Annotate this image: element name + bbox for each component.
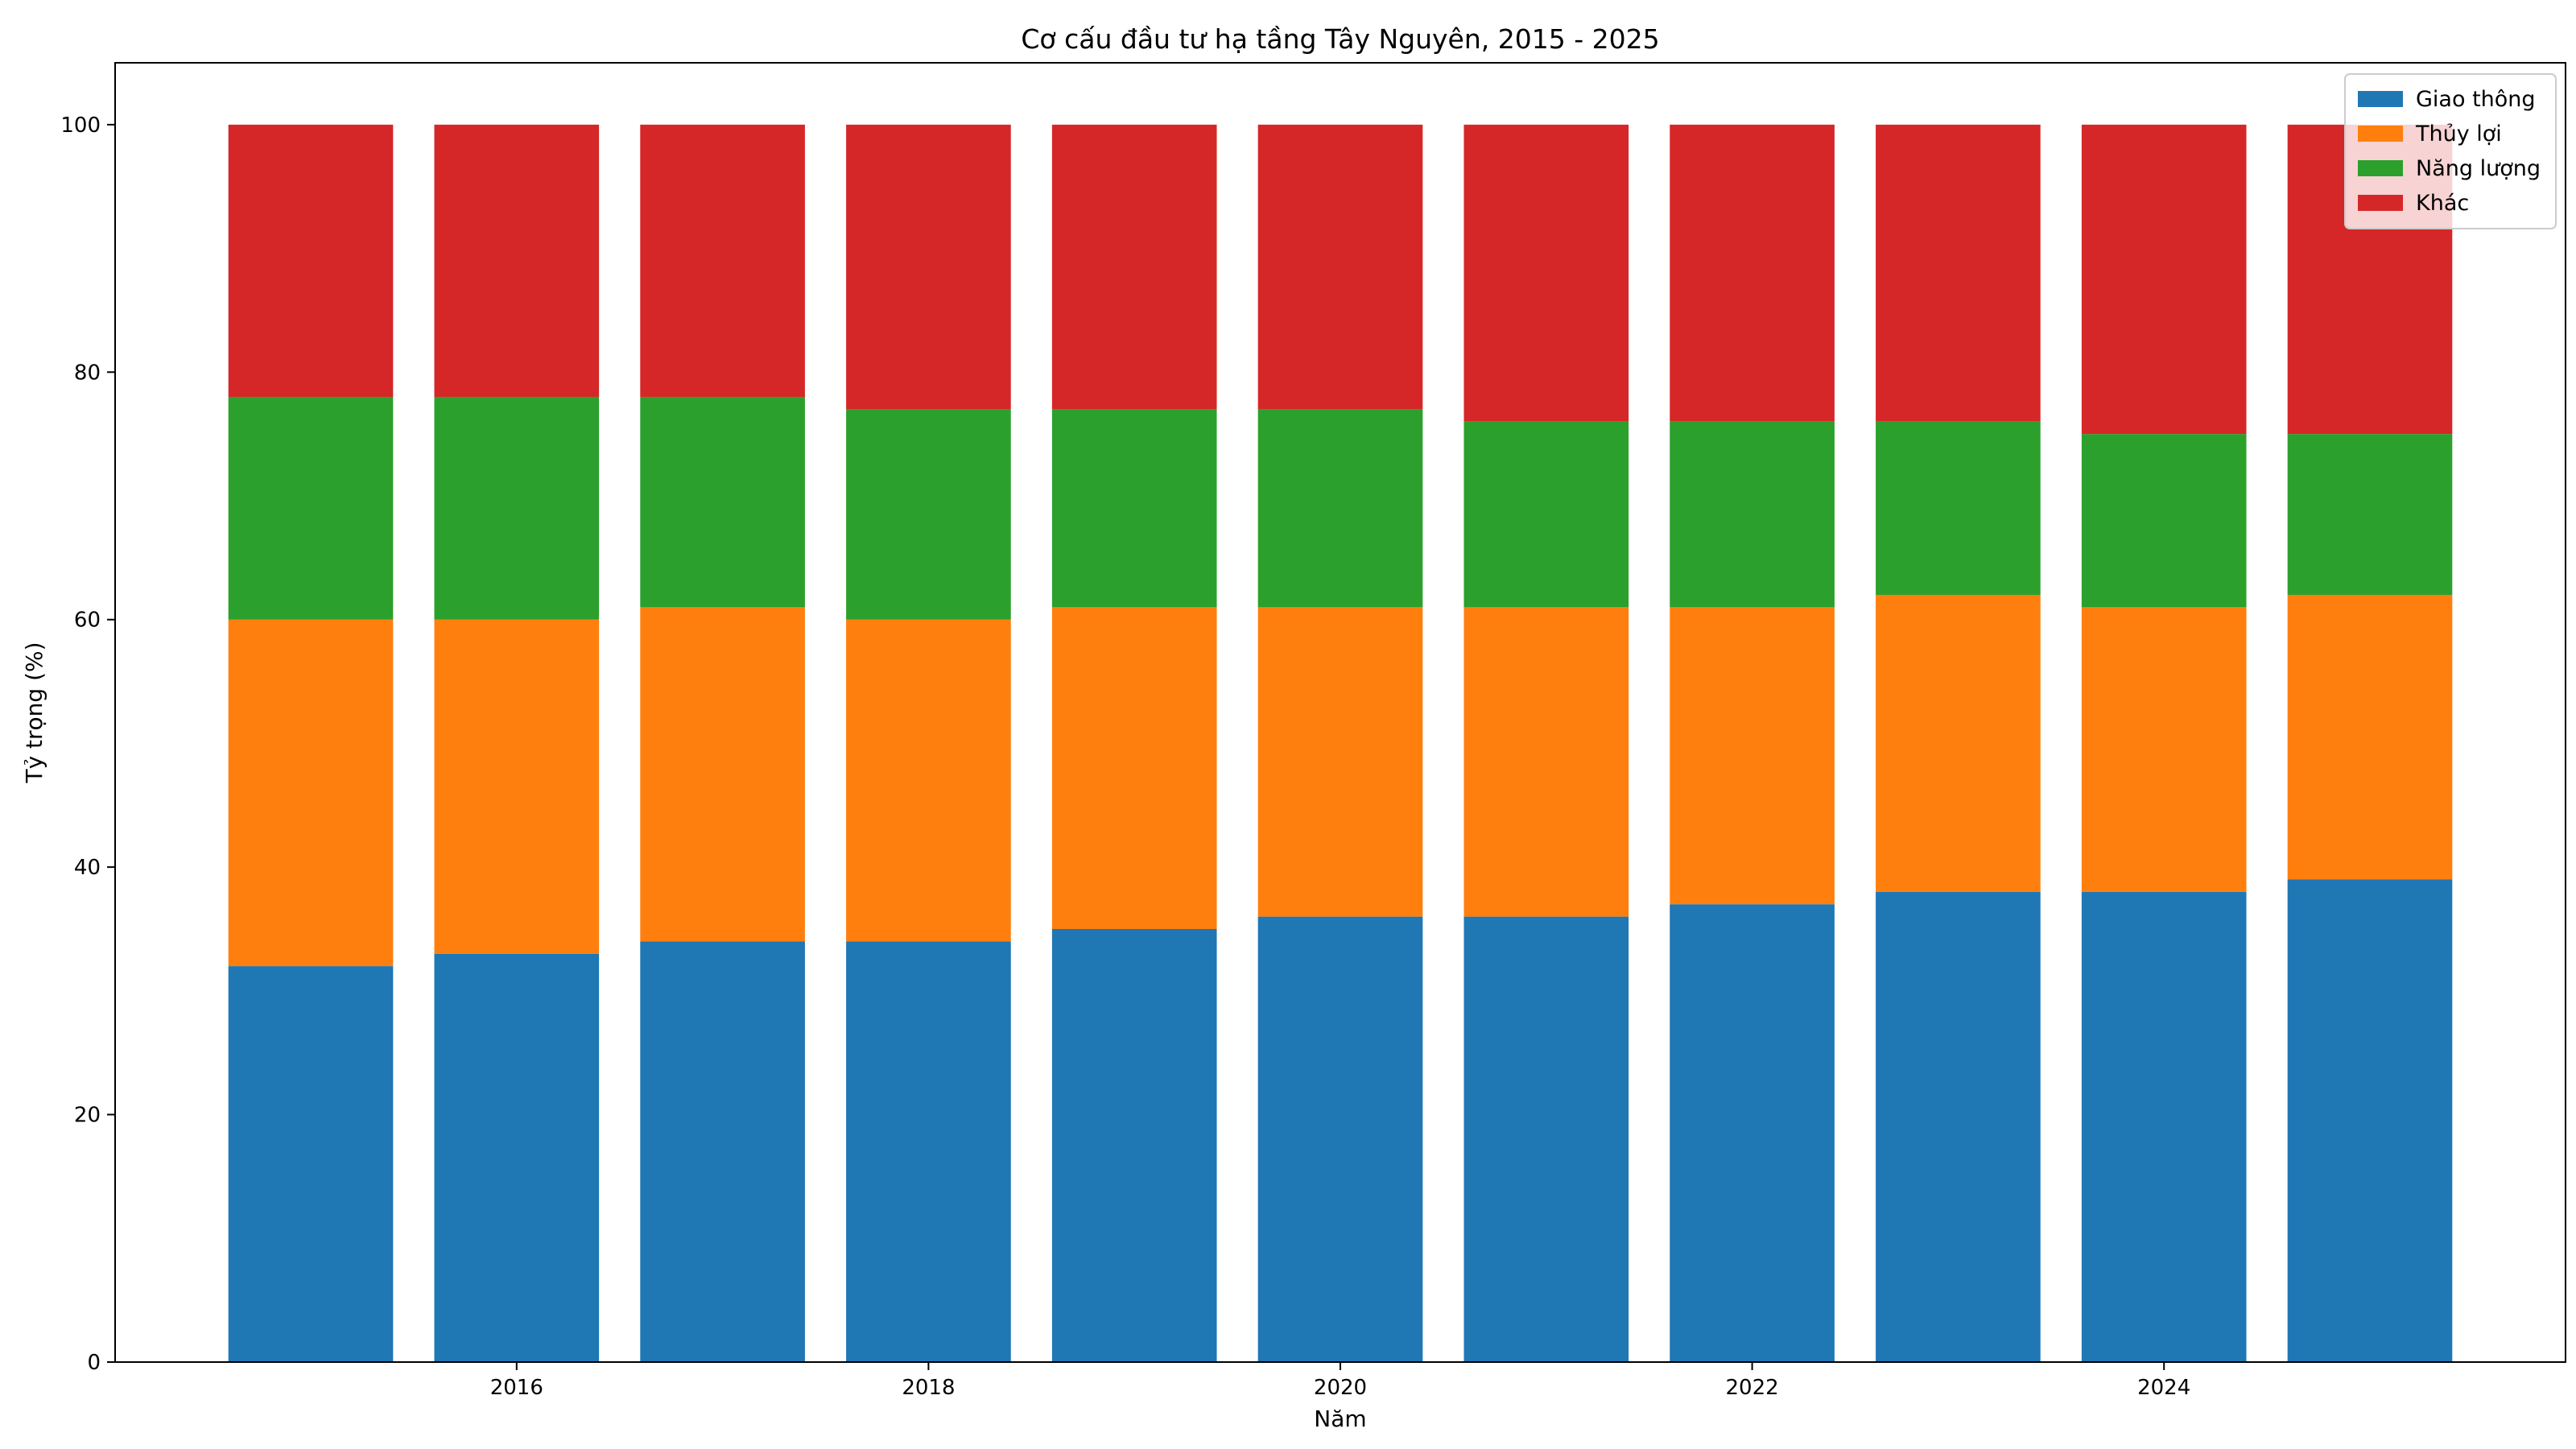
bar-2024-series-3 (2081, 124, 2247, 435)
y-tick-label: 80 (74, 361, 101, 385)
legend-label: Thủy lợi (2415, 122, 2502, 147)
legend-swatch (2358, 126, 2403, 142)
y-tick-label: 100 (60, 114, 101, 138)
bar-2019-series-3 (1051, 124, 1217, 410)
bar-2016-series-2 (434, 397, 600, 620)
bar-2022-series-0 (1670, 904, 1835, 1362)
bar-2023-series-3 (1876, 124, 2041, 422)
legend-label: Giao thông (2416, 87, 2536, 112)
bar-2024-series-1 (2081, 607, 2247, 892)
x-tick-label: 2022 (1726, 1376, 1779, 1400)
bar-2015-series-2 (228, 397, 394, 620)
bar-2020-series-1 (1257, 607, 1423, 917)
bar-2021-series-2 (1463, 421, 1629, 608)
y-tick-label: 40 (74, 856, 101, 880)
bar-2018-series-3 (846, 124, 1011, 410)
chart-title: Cơ cấu đầu tư hạ tầng Tây Nguyên, 2015 -… (1021, 23, 1659, 55)
bar-2022-series-1 (1670, 607, 1835, 905)
legend: Giao thông Thủy lợi Năng lượng Khác (2344, 73, 2557, 229)
x-axis: 2016 2018 2020 2022 2024 (490, 1362, 2190, 1400)
bar-2018-series-0 (846, 941, 1011, 1362)
bar-2017-series-2 (640, 397, 805, 608)
y-axis-label: Tỷ trọng (%) (21, 642, 47, 783)
bar-2023-series-1 (1876, 594, 2041, 892)
bar-2023-series-2 (1876, 421, 2041, 595)
legend-swatch (2358, 91, 2403, 107)
bar-2021-series-3 (1463, 124, 1629, 422)
bar-2020-series-3 (1257, 124, 1423, 410)
bar-2015-series-1 (228, 619, 394, 967)
bar-2018-series-2 (846, 409, 1011, 620)
bar-2017-series-1 (640, 607, 805, 942)
legend-box (2344, 73, 2557, 229)
bar-2023-series-0 (1876, 891, 2041, 1362)
bar-2025-series-0 (2287, 879, 2453, 1362)
bar-2015-series-3 (228, 124, 394, 398)
bar-2019-series-2 (1051, 409, 1217, 608)
bar-2019-series-0 (1051, 929, 1217, 1362)
bar-2025-series-2 (2287, 434, 2453, 595)
y-tick-label: 20 (74, 1104, 101, 1128)
bar-2024-series-0 (2081, 891, 2247, 1362)
bar-2022-series-3 (1670, 124, 1835, 422)
y-tick-label: 0 (87, 1351, 101, 1375)
x-tick-label: 2016 (490, 1376, 543, 1400)
bar-2016-series-0 (434, 953, 600, 1362)
bar-2015-series-0 (228, 966, 394, 1362)
y-tick-label: 60 (74, 609, 101, 633)
bar-2024-series-2 (2081, 434, 2247, 608)
bar-2021-series-1 (1463, 607, 1629, 917)
bar-2020-series-0 (1257, 916, 1423, 1362)
bar-2018-series-1 (846, 619, 1011, 942)
legend-label: Năng lượng (2416, 156, 2541, 181)
bars-layer (228, 124, 2453, 1362)
bar-2017-series-0 (640, 941, 805, 1362)
bar-2016-series-3 (434, 124, 600, 398)
legend-label: Khác (2416, 191, 2469, 216)
bar-2017-series-3 (640, 124, 805, 398)
legend-swatch (2358, 160, 2403, 176)
y-axis: 0 20 40 60 80 100 (60, 114, 115, 1375)
bar-2020-series-2 (1257, 409, 1423, 608)
bar-2022-series-2 (1670, 421, 1835, 608)
legend-swatch (2358, 195, 2403, 211)
bar-2021-series-0 (1463, 916, 1629, 1362)
bar-2016-series-1 (434, 619, 600, 954)
x-axis-label: Năm (1314, 1406, 1366, 1432)
bar-2019-series-1 (1051, 607, 1217, 929)
bar-2025-series-1 (2287, 594, 2453, 880)
x-tick-label: 2020 (1314, 1376, 1367, 1400)
x-tick-label: 2024 (2137, 1376, 2190, 1400)
x-tick-label: 2018 (902, 1376, 955, 1400)
